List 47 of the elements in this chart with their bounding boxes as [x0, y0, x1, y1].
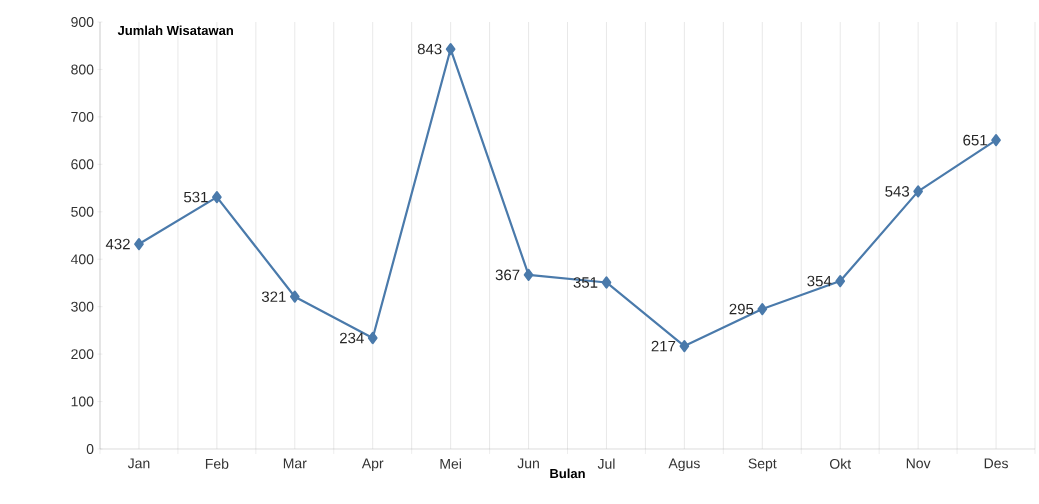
x-tick-label: Feb — [205, 458, 229, 469]
y-tick-label: 700 — [71, 111, 94, 122]
x-tick-label: Sept — [748, 458, 777, 472]
data-label: 321 — [261, 291, 286, 303]
x-tick-label: Mei — [440, 458, 461, 469]
data-label: 234 — [340, 332, 364, 344]
y-tick-label: 800 — [71, 64, 94, 75]
x-tick-label: Okt — [829, 458, 852, 469]
point — [601, 276, 612, 289]
point — [523, 268, 534, 281]
point — [134, 237, 144, 251]
x-tick-label: Jun — [517, 458, 539, 469]
x-tick-label: Apr — [361, 458, 384, 472]
y-tick-label: 0 — [86, 444, 94, 454]
y-tick-label: 600 — [71, 159, 94, 170]
point — [991, 134, 1001, 147]
data-label: 843 — [417, 43, 442, 55]
y-axis-title: Jumlah Wisatawan — [117, 25, 233, 36]
data-label: 531 — [184, 191, 208, 203]
point — [367, 331, 378, 345]
y-tick-label: 300 — [71, 301, 94, 312]
data-label: 651 — [963, 134, 987, 146]
y-tick-label: 500 — [71, 206, 94, 217]
x-tick-label: Mar — [283, 458, 307, 469]
x-tick-label: Jan — [127, 458, 150, 469]
data-label: 543 — [885, 186, 910, 197]
data-label: 367 — [495, 269, 520, 281]
point — [289, 290, 300, 303]
y-tick-label: 400 — [70, 254, 94, 265]
point — [679, 339, 690, 353]
data-label: 432 — [105, 238, 130, 250]
y-tick-label: 900 — [71, 17, 94, 27]
x-axis-title: Bulan — [550, 468, 585, 479]
x-tick-label: Nov — [906, 458, 931, 469]
point — [913, 185, 923, 198]
point — [445, 42, 456, 56]
data-label: 295 — [729, 303, 754, 315]
y-tick-label: 100 — [71, 396, 94, 407]
x-tick-label: Jul — [597, 458, 615, 469]
x-tick-label: Agus — [668, 458, 700, 472]
y-tick-label: 200 — [71, 349, 94, 360]
data-label: 217 — [651, 340, 676, 352]
point — [212, 190, 222, 204]
point — [835, 274, 846, 288]
x-tick-label: Des — [984, 458, 1008, 469]
point — [757, 302, 768, 316]
data-label: 354 — [807, 275, 832, 287]
